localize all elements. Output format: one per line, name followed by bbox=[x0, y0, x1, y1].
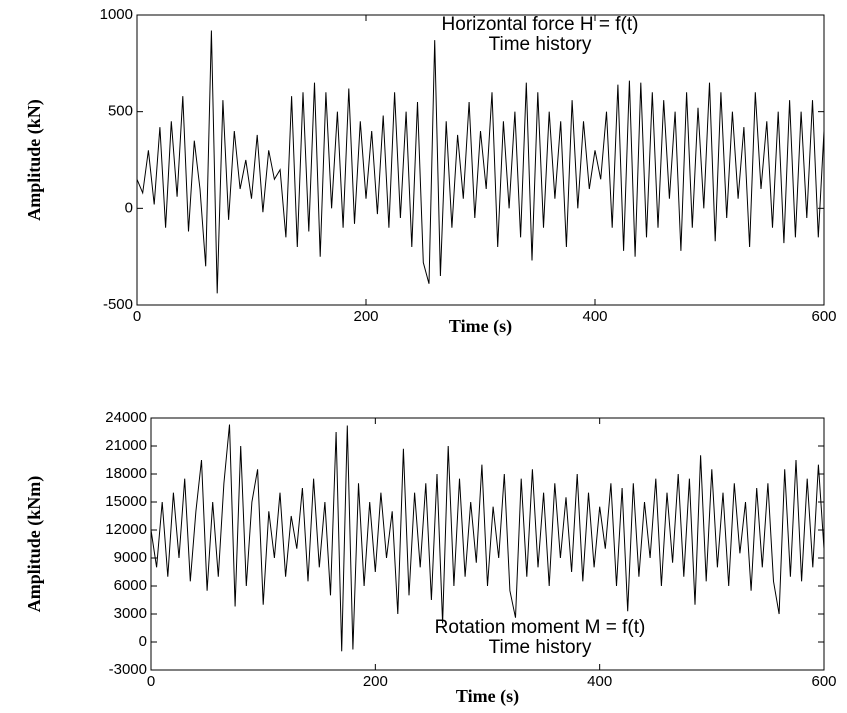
x-axis-label: Time (s) bbox=[449, 316, 512, 337]
series-line bbox=[150, 424, 825, 652]
x-tick-label: 200 bbox=[353, 308, 378, 325]
plot-frame bbox=[136, 14, 825, 306]
x-tick-label: 400 bbox=[587, 673, 612, 690]
y-axis-label: Amplitude (kNm) bbox=[24, 476, 45, 613]
y-tick-label: 3000 bbox=[114, 605, 147, 622]
x-tick-label: 600 bbox=[811, 308, 836, 325]
y-tick-label: 0 bbox=[125, 199, 133, 216]
y-tick-label: 9000 bbox=[114, 549, 147, 566]
annotation: Time history bbox=[489, 637, 592, 658]
y-tick-label: 18000 bbox=[105, 465, 147, 482]
y-tick-label: -500 bbox=[103, 296, 133, 313]
x-tick-label: 200 bbox=[363, 673, 388, 690]
x-axis-label: Time (s) bbox=[456, 686, 519, 707]
y-tick-label: 15000 bbox=[105, 493, 147, 510]
y-tick-label: -3000 bbox=[109, 661, 147, 678]
y-tick-label: 6000 bbox=[114, 577, 147, 594]
y-tick-label: 1000 bbox=[100, 6, 133, 23]
series-line bbox=[136, 30, 825, 294]
y-tick-label: 0 bbox=[139, 633, 147, 650]
x-tick-label: 400 bbox=[582, 308, 607, 325]
y-axis-label: Amplitude (kN) bbox=[24, 99, 45, 221]
annotation: Rotation moment M = f(t) bbox=[435, 617, 646, 638]
x-tick-label: 600 bbox=[811, 673, 836, 690]
y-tick-label: 21000 bbox=[105, 437, 147, 454]
annotation: Time history bbox=[489, 34, 592, 55]
y-tick-label: 12000 bbox=[105, 521, 147, 538]
y-tick-label: 500 bbox=[108, 103, 133, 120]
annotation: Horizontal force H = f(t) bbox=[442, 14, 639, 35]
x-tick-label: 0 bbox=[147, 673, 155, 690]
x-tick-label: 0 bbox=[133, 308, 141, 325]
y-tick-label: 24000 bbox=[105, 409, 147, 426]
